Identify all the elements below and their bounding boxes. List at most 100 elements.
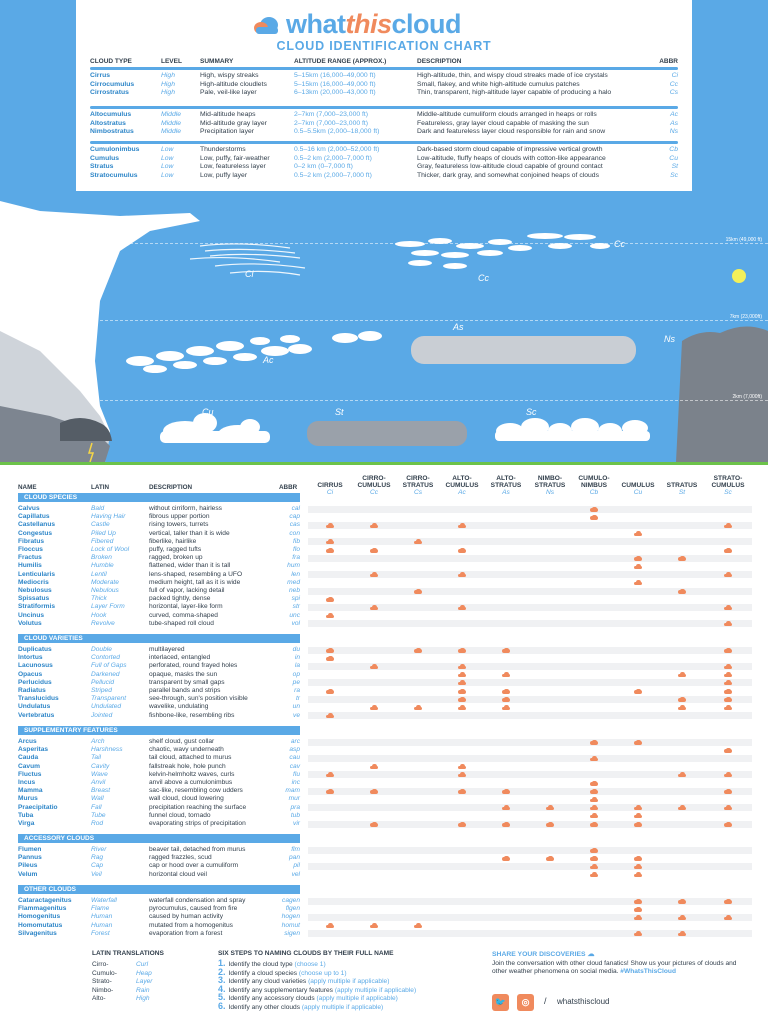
instagram-icon[interactable]: ◎: [517, 994, 534, 1011]
matrix-grid-row: [308, 695, 752, 703]
latin-meaning: Cavity: [91, 762, 110, 770]
cloud-description: caused by human activity: [149, 913, 224, 921]
cloud-altitude: 0–2 km (0–7,000 ft): [294, 163, 353, 171]
cloud-mark-icon: [590, 739, 598, 745]
cloud-description: curved, comma-shaped: [149, 611, 218, 619]
latin-translation-row: Strato- Layer: [92, 978, 192, 987]
cloud-row: Intortus Contorted interlaced, entangled in: [18, 654, 300, 662]
share-hashtag[interactable]: #WhatsThisCloud: [620, 968, 676, 976]
cloud-description: fiberlike, hairlike: [149, 537, 197, 545]
column-header: ALTO- CUMULUS Ac: [440, 475, 484, 496]
cloud-mark-icon: [414, 588, 422, 594]
cloud-row: Flammagenitus Flame pyrocumulus, caused fr…: [18, 905, 300, 913]
naming-step: 5. Identify any accessory clouds (apply m…: [218, 993, 398, 1003]
matrix-grid-row: [308, 855, 752, 862]
cloud-mark-icon: [724, 915, 732, 920]
cloud-abbr: Cs: [669, 89, 678, 97]
cloud-name: Homomutatus: [18, 921, 63, 929]
cloud-row: Cataractagenitus Waterfall waterfall conde…: [18, 897, 300, 905]
step-hint: (choose up to 1): [298, 969, 347, 977]
cloud-mark-icon: [590, 872, 598, 878]
latin-meaning: Arch: [91, 738, 105, 745]
cloud-summary: Low, puffy layer: [200, 171, 248, 179]
header-altitude: ALTITUDE RANGE (APPROX.): [294, 58, 387, 65]
cloud-abbr: As: [670, 119, 678, 127]
altitude-label-low: 2km (7,000ft): [732, 394, 762, 400]
cloud-row: Radiatus Striped parallel bands and strips…: [18, 687, 300, 695]
cloud-mark-icon: [370, 821, 378, 827]
cloud-mark-icon: [724, 672, 732, 678]
step-hint: (apply multiple if applicable): [308, 978, 390, 985]
cloud-mark-icon: [634, 915, 642, 920]
matrix-grid-row: [308, 587, 752, 595]
cloud-mark-icon: [326, 713, 334, 719]
cloud-row: Murus Wall wall cloud, cloud lowering mur: [18, 795, 300, 803]
latin-meaning: Jointed: [91, 711, 113, 719]
step-number: 4.: [218, 983, 226, 994]
latin-meaning: Anvil: [91, 779, 106, 786]
cloud-name: Castellanus: [18, 521, 56, 529]
matrix-grid-row: [308, 655, 752, 662]
latin-translation-row: Alto- High: [92, 995, 192, 1004]
cloud-name: Congestus: [18, 529, 53, 537]
section-header: ACCESSORY CLOUDS: [18, 834, 300, 843]
cloud-abbr: vel: [291, 870, 300, 878]
cloud-abbr: un: [292, 703, 300, 711]
cloud-summary: High, wispy streaks: [200, 72, 259, 79]
cloud-description: Small, flakey, and white high-altitude c…: [417, 80, 580, 88]
column-abbr: Cb: [589, 489, 599, 496]
latin-meaning: Lentil: [91, 570, 107, 578]
cloud-abbr: mam: [285, 787, 300, 795]
cloud-mark-icon: [326, 523, 334, 528]
step-hint: (apply multiple if applicable): [334, 986, 417, 994]
cloud-mark-icon: [590, 847, 598, 853]
brand-logo[interactable]: whatthiscloud: [252, 8, 462, 40]
column-label: ALTO-: [496, 475, 516, 482]
cloud-mark-icon: [634, 821, 642, 827]
cloud-description: horizontal, layer-like form: [149, 603, 223, 611]
step-text: Identify any cloud varieties: [228, 978, 309, 985]
column-label: CUMULUS: [357, 482, 391, 489]
cloud-mark-icon: [502, 672, 510, 678]
cloud-abbr: ve: [293, 711, 300, 719]
matrix-grid-row: [308, 771, 752, 779]
cloud-row: Virga Rod evaporating strips of precipitat…: [18, 820, 300, 828]
share-text: Join the conversation with other cloud f…: [492, 960, 748, 977]
cloud-mark-icon: [678, 931, 686, 937]
cloud-mark-icon: [634, 564, 642, 569]
cloud-name: Homogenitus: [18, 913, 61, 921]
cloud-abbr: op: [292, 670, 300, 678]
cloud-mark-icon: [458, 523, 466, 528]
cloud-mark-icon: [590, 506, 598, 512]
matrix-grid-row: [308, 646, 752, 654]
cloud-description: see-through, sun's position visible: [149, 695, 248, 703]
matrix-grid-row: [308, 871, 752, 878]
cloud-mark-icon: [370, 572, 378, 578]
cloud-abbr: cas: [289, 521, 300, 529]
latin-meaning: Moderate: [91, 578, 119, 586]
column-header: CIRRUS Ci: [308, 475, 352, 496]
latin-meaning: Fibered: [91, 537, 114, 545]
cloud-mark-icon: [724, 705, 732, 710]
matrix-grid-row: [308, 930, 752, 938]
cloud-abbr: la: [294, 662, 300, 670]
social-handle[interactable]: whatsthiscloud: [557, 997, 610, 1006]
cloud-name: Radiatus: [18, 687, 46, 694]
cloud-abbr: flu: [293, 770, 300, 778]
cloud-level: Middle: [161, 128, 182, 136]
latin-meaning: Heap: [136, 969, 152, 977]
column-header: NIMBO- STRATUS Ns: [528, 475, 572, 496]
header-abbr: ABBR: [659, 58, 678, 65]
cloud-description: tube-shaped roll cloud: [149, 619, 214, 627]
matrix-grid-row: [308, 679, 752, 687]
cloud-abbr: cap: [289, 513, 300, 521]
cloud-description: Featureless, gray layer cloud capable of…: [417, 119, 589, 127]
cloud-name: Lenticularis: [18, 570, 56, 578]
cloud-mark-icon: [590, 855, 598, 861]
cloud-name: Virga: [18, 820, 35, 827]
twitter-icon[interactable]: 🐦: [492, 994, 509, 1011]
cloud-level: Low: [161, 171, 174, 179]
cloud-type-row: Stratocumulus Low Low, puffy layer 0.5–2 km…: [90, 172, 678, 181]
cloud-description: mutated from a homogenitus: [149, 921, 233, 929]
cloud-name: Pileus: [18, 862, 38, 870]
